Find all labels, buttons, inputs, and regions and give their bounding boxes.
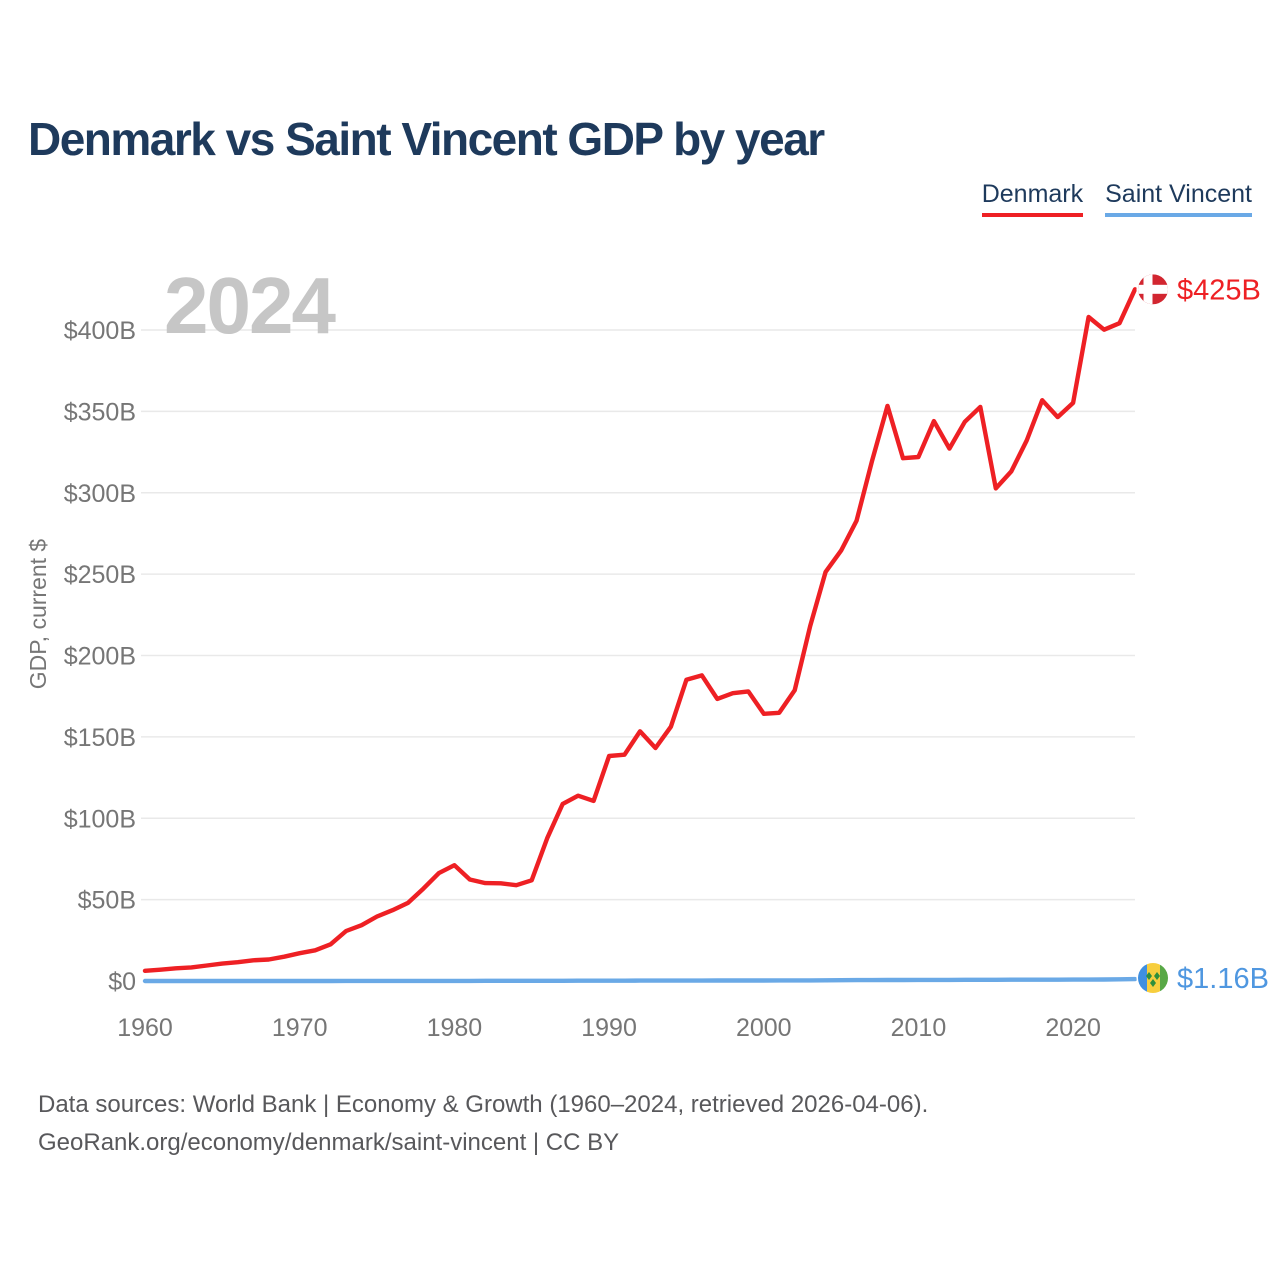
watermark-year: 2024 (164, 261, 336, 350)
x-axis-tick-label: 1980 (427, 1014, 483, 1042)
x-axis-tick-label: 2020 (1045, 1014, 1101, 1042)
saint-vincent-flag-icon (1136, 961, 1170, 995)
chart-footer: Data sources: World Bank | Economy & Gro… (38, 1086, 928, 1162)
page-title: Denmark vs Saint Vincent GDP by year (28, 113, 825, 165)
y-axis-tick-label: $50B (78, 887, 136, 915)
y-axis-tick-label: $100B (64, 805, 136, 833)
y-axis-title: GDP, current $ (25, 539, 51, 690)
x-axis-tick-label: 2010 (891, 1014, 947, 1042)
x-axis-tick-label: 1990 (581, 1014, 637, 1042)
x-axis-tick-label: 1960 (117, 1014, 173, 1042)
denmark-flag-icon (1136, 272, 1170, 306)
y-axis-tick-label: $400B (64, 317, 136, 345)
series-line-denmark (142, 287, 1138, 973)
footer-attribution-link: GeoRank.org/economy/denmark/saint-vincen… (38, 1129, 620, 1156)
end-value-label-saint-vincent: $1.16B (1177, 963, 1269, 995)
y-axis-tick-label: $0 (108, 968, 136, 996)
y-axis-tick-label: $250B (64, 561, 136, 589)
x-axis-tick-label: 1970 (272, 1014, 328, 1042)
legend-item-saint-vincent[interactable]: Saint Vincent (1105, 182, 1252, 217)
end-value-label-denmark: $425B (1177, 274, 1261, 306)
y-axis-tick-label: $150B (64, 724, 136, 752)
footer-data-sources: Data sources: World Bank | Economy & Gro… (38, 1091, 929, 1118)
legend-item-denmark[interactable]: Denmark (981, 182, 1084, 217)
x-axis-tick-label: 2000 (736, 1014, 792, 1042)
series-line-saint-vincent (142, 976, 1138, 984)
y-axis-tick-label: $350B (64, 398, 136, 426)
chart-legend: Denmark Saint Vincent (981, 182, 1252, 217)
y-axis-tick-label: $200B (64, 643, 136, 671)
y-axis-tick-label: $300B (64, 480, 136, 508)
